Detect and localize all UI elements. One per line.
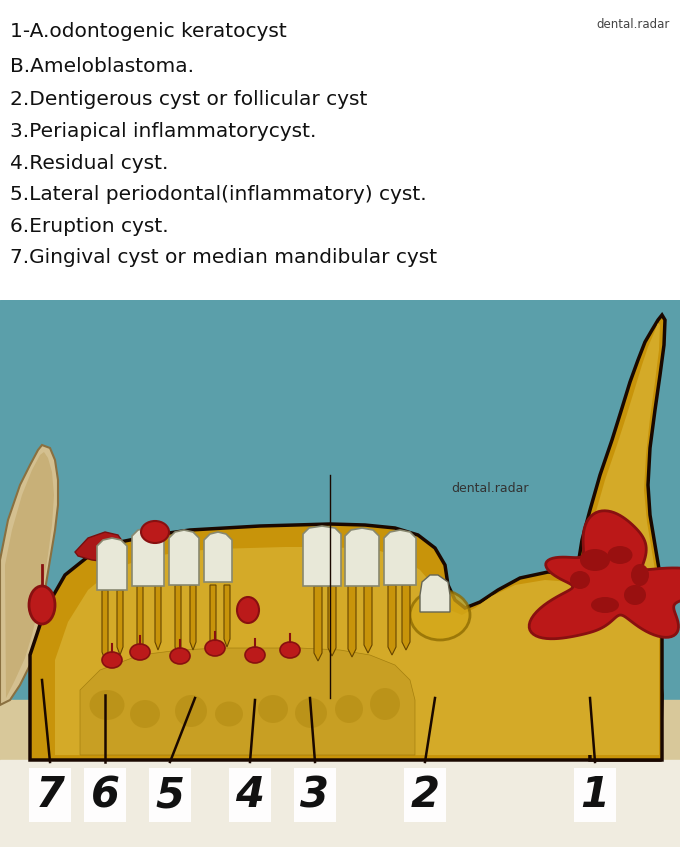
Ellipse shape bbox=[607, 546, 632, 564]
Text: 7.Gingival cyst or median mandibular cyst: 7.Gingival cyst or median mandibular cys… bbox=[10, 248, 437, 267]
Text: dental.radar: dental.radar bbox=[452, 481, 529, 495]
Polygon shape bbox=[155, 582, 161, 650]
Polygon shape bbox=[224, 585, 230, 647]
Ellipse shape bbox=[335, 695, 363, 723]
Text: 4: 4 bbox=[235, 774, 265, 816]
Ellipse shape bbox=[570, 571, 590, 589]
Ellipse shape bbox=[170, 648, 190, 664]
Ellipse shape bbox=[205, 640, 225, 656]
Polygon shape bbox=[210, 585, 216, 650]
Text: 1-A.odontogenic keratocyst: 1-A.odontogenic keratocyst bbox=[10, 22, 287, 41]
Text: dental.radar: dental.radar bbox=[596, 18, 670, 31]
Ellipse shape bbox=[295, 698, 327, 728]
Ellipse shape bbox=[631, 564, 649, 586]
Polygon shape bbox=[102, 590, 108, 660]
Ellipse shape bbox=[102, 652, 122, 668]
Ellipse shape bbox=[580, 549, 610, 571]
Ellipse shape bbox=[410, 590, 470, 640]
Ellipse shape bbox=[215, 701, 243, 727]
Ellipse shape bbox=[245, 647, 265, 663]
Bar bbox=[0, 700, 680, 847]
Bar bbox=[0, 760, 680, 847]
Ellipse shape bbox=[130, 644, 150, 660]
Polygon shape bbox=[30, 524, 662, 760]
Polygon shape bbox=[5, 452, 54, 698]
Polygon shape bbox=[169, 530, 199, 585]
Text: 3: 3 bbox=[301, 774, 330, 816]
Polygon shape bbox=[137, 582, 143, 654]
Ellipse shape bbox=[370, 688, 400, 720]
Ellipse shape bbox=[591, 597, 619, 613]
Text: 2: 2 bbox=[411, 774, 439, 816]
Polygon shape bbox=[303, 526, 341, 586]
Polygon shape bbox=[388, 585, 396, 655]
Ellipse shape bbox=[175, 695, 207, 727]
Ellipse shape bbox=[130, 700, 160, 728]
Text: 6.Eruption cyst.: 6.Eruption cyst. bbox=[10, 217, 169, 236]
Polygon shape bbox=[529, 511, 680, 639]
Text: 2.Dentigerous cyst or follicular cyst: 2.Dentigerous cyst or follicular cyst bbox=[10, 90, 367, 109]
Polygon shape bbox=[190, 585, 196, 650]
Polygon shape bbox=[80, 648, 415, 755]
Polygon shape bbox=[384, 530, 416, 585]
Polygon shape bbox=[75, 532, 125, 562]
Polygon shape bbox=[364, 585, 372, 653]
Text: 5.Lateral periodontal(inflammatory) cyst.: 5.Lateral periodontal(inflammatory) cyst… bbox=[10, 185, 426, 204]
Polygon shape bbox=[328, 586, 336, 656]
Polygon shape bbox=[55, 547, 655, 755]
Polygon shape bbox=[97, 538, 127, 590]
Ellipse shape bbox=[280, 642, 300, 658]
Text: 4.Residual cyst.: 4.Residual cyst. bbox=[10, 154, 169, 173]
Polygon shape bbox=[345, 528, 379, 586]
Polygon shape bbox=[314, 586, 322, 661]
Ellipse shape bbox=[624, 585, 646, 605]
Polygon shape bbox=[402, 585, 410, 650]
Polygon shape bbox=[132, 528, 164, 586]
Polygon shape bbox=[117, 590, 123, 655]
Ellipse shape bbox=[141, 521, 169, 543]
Text: 5: 5 bbox=[156, 774, 184, 816]
Ellipse shape bbox=[29, 586, 55, 624]
Text: B.Ameloblastoma.: B.Ameloblastoma. bbox=[10, 57, 194, 76]
Polygon shape bbox=[583, 323, 660, 755]
Ellipse shape bbox=[90, 690, 124, 720]
Polygon shape bbox=[348, 585, 356, 657]
Ellipse shape bbox=[237, 597, 259, 623]
Text: 1: 1 bbox=[581, 774, 609, 816]
Text: 6: 6 bbox=[90, 774, 120, 816]
Polygon shape bbox=[0, 445, 58, 705]
Text: 3.Periapical inflammatorycyst.: 3.Periapical inflammatorycyst. bbox=[10, 122, 316, 141]
Text: 7: 7 bbox=[35, 774, 65, 816]
Polygon shape bbox=[420, 575, 450, 612]
Polygon shape bbox=[204, 532, 232, 582]
Ellipse shape bbox=[258, 695, 288, 723]
Polygon shape bbox=[175, 585, 181, 655]
Polygon shape bbox=[578, 315, 665, 760]
